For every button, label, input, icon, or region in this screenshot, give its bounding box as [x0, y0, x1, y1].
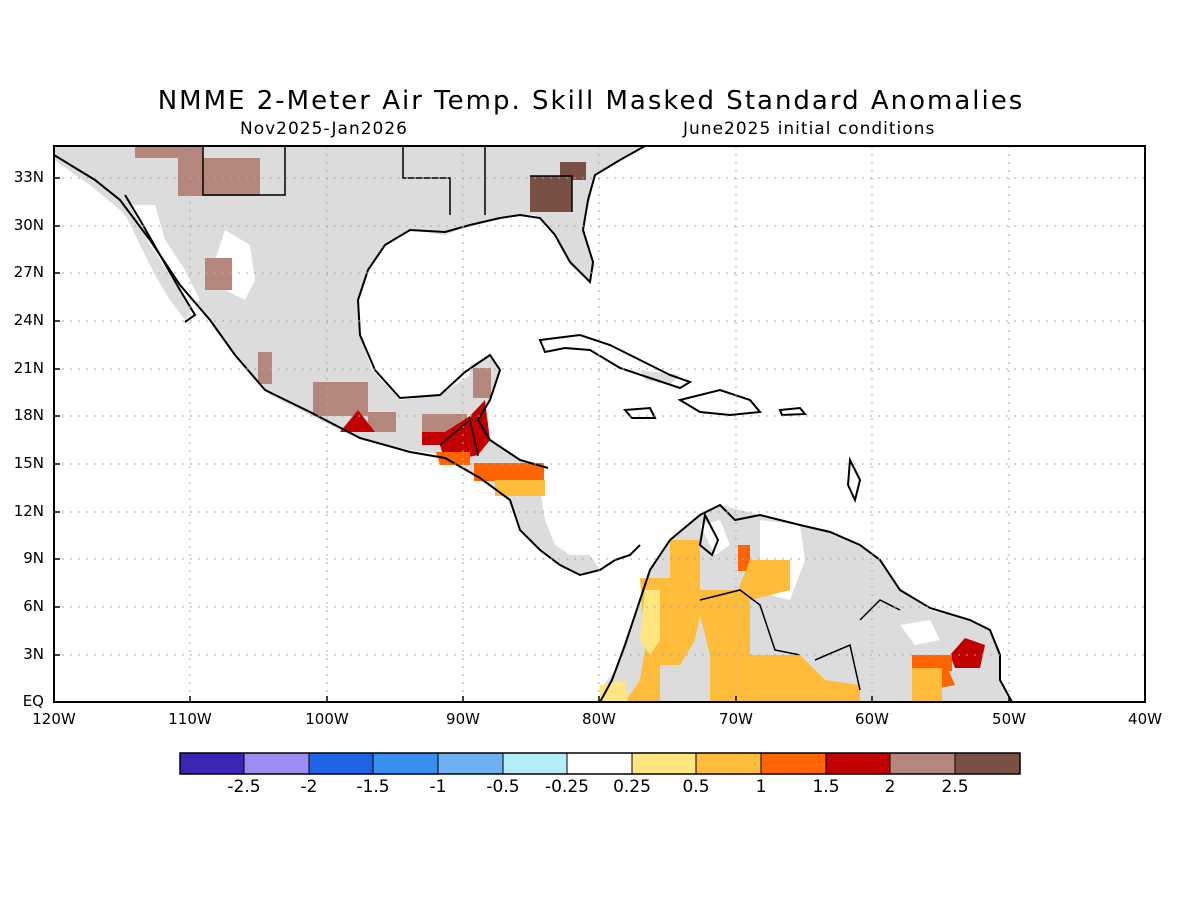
colorbar-label-m2.5: -2.5 — [227, 777, 261, 797]
colorbar-swatch-1 — [244, 753, 309, 774]
political-borders — [202, 146, 901, 691]
lon-label-60w: 60W — [855, 710, 889, 728]
lat-label-12n: 12N — [13, 502, 44, 520]
lat-label-3n: 3N — [23, 645, 44, 663]
colorbar-label-2: 2 — [884, 777, 896, 797]
colorbar-swatch-9 — [761, 753, 826, 774]
anomaly-0.5-1 — [495, 480, 942, 702]
lat-label-24n: 24N — [13, 311, 44, 329]
lat-label-9n: 9N — [23, 549, 44, 567]
colorbar-swatch-12 — [955, 753, 1020, 774]
colorbar-label-1: 1 — [755, 777, 767, 797]
lon-label-80w: 80W — [582, 710, 616, 728]
lon-label-100w: 100W — [305, 710, 349, 728]
land-no-skill-areas — [54, 146, 1010, 702]
valid-period: Nov2025-Jan2026 — [240, 119, 408, 139]
colorbar-swatch-0 — [180, 753, 244, 774]
colorbar-label-1.5: 1.5 — [812, 777, 840, 797]
colorbar-label-m2: -2 — [300, 777, 318, 797]
colorbar — [179, 752, 1021, 775]
lon-label-40w: 40W — [1128, 710, 1162, 728]
colorbar-swatch-4 — [438, 753, 503, 774]
initial-conditions: June2025 initial conditions — [683, 119, 936, 139]
colorbar-swatch-2 — [309, 753, 373, 774]
lon-label-90w: 90W — [446, 710, 480, 728]
colorbar-swatch-6 — [567, 753, 632, 774]
map-title: NMME 2-Meter Air Temp. Skill Masked Stan… — [157, 86, 1025, 116]
colorbar-swatch-7 — [632, 753, 696, 774]
lat-label-27n: 27N — [13, 263, 44, 281]
colorbar-label-0.5: 0.5 — [682, 777, 710, 797]
anomaly-0.25-0.5 — [600, 590, 660, 702]
colorbar-frame — [179, 752, 1021, 775]
map-area — [54, 146, 1145, 702]
colorbar-swatch-10 — [826, 753, 890, 774]
colorbar-label-m0.5: -0.5 — [486, 777, 520, 797]
lat-label-18n: 18N — [13, 406, 44, 424]
colorbar-label-2.5: 2.5 — [941, 777, 969, 797]
lat-label-33n: 33N — [13, 168, 44, 186]
colorbar-label-m0.25: -0.25 — [545, 777, 589, 797]
lon-label-50w: 50W — [992, 710, 1026, 728]
lon-label-120w: 120W — [32, 710, 76, 728]
colorbar-label-m1.5: -1.5 — [356, 777, 390, 797]
graticule — [54, 146, 1145, 702]
colorbar-swatch-3 — [373, 753, 438, 774]
colorbar-swatch-11 — [890, 753, 955, 774]
lat-label-6n: 6N — [23, 597, 44, 615]
lat-label-eq: EQ — [22, 692, 44, 710]
colorbar-swatch-8 — [696, 753, 761, 774]
coastlines — [54, 146, 1013, 702]
lat-label-21n: 21N — [13, 359, 44, 377]
lat-label-30n: 30N — [13, 216, 44, 234]
axis-ticks — [54, 177, 1010, 702]
lon-label-110w: 110W — [168, 710, 212, 728]
lat-label-15n: 15N — [13, 454, 44, 472]
colorbar-swatch-5 — [503, 753, 567, 774]
colorbar-label-0.25: 0.25 — [613, 777, 651, 797]
lon-label-70w: 70W — [719, 710, 753, 728]
colorbar-label-m1: -1 — [429, 777, 447, 797]
